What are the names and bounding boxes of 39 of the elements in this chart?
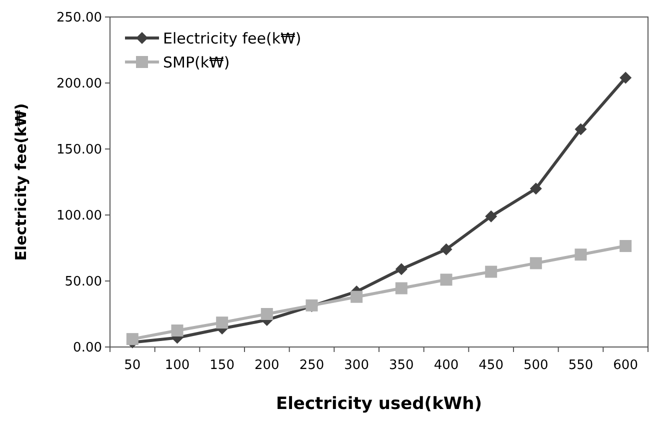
point (395, 263, 408, 276)
point (485, 210, 498, 222)
y-tick-label: 250.00 (56, 10, 102, 26)
point (620, 240, 632, 252)
y-tick-label: 100.00 (56, 208, 102, 224)
point (350, 290, 363, 303)
x-tick-label: 350 (389, 358, 414, 373)
x-tick-label: 500 (524, 358, 548, 373)
point (530, 257, 542, 270)
y-tick-label: 50.00 (64, 274, 102, 290)
y-tick-label: 150.00 (56, 142, 102, 158)
x-tick-label: 250 (299, 358, 324, 373)
point (126, 333, 138, 346)
point (574, 248, 587, 261)
x-tick-label: 450 (478, 358, 504, 373)
x-tick-label: 200 (254, 358, 280, 373)
y-tick-label: 200.00 (56, 76, 102, 92)
x-tick-label: 400 (434, 358, 459, 373)
point (485, 266, 498, 278)
point (440, 274, 452, 286)
x-tick-label: 150 (210, 358, 234, 373)
y-axis-title: Electricity fee(k₩) (12, 103, 30, 261)
x-tick-label: 550 (568, 358, 594, 373)
point (171, 324, 184, 336)
y-tick-label: 0.00 (73, 340, 102, 356)
point (440, 243, 452, 256)
legend-label: SMP(k₩) (163, 53, 230, 72)
x-tick-label: 600 (613, 358, 638, 373)
point (620, 72, 632, 84)
point (395, 282, 408, 294)
point (260, 308, 273, 320)
point (574, 123, 587, 136)
x-tick-label: 300 (344, 358, 369, 373)
point (216, 316, 228, 329)
point (530, 182, 542, 195)
x-axis-title: Electricity used(kWh) (276, 394, 482, 414)
legend-label: Electricity fee(k₩) (163, 29, 302, 48)
x-tick-label: 50 (124, 358, 141, 373)
x-tick-label: 100 (164, 358, 190, 373)
